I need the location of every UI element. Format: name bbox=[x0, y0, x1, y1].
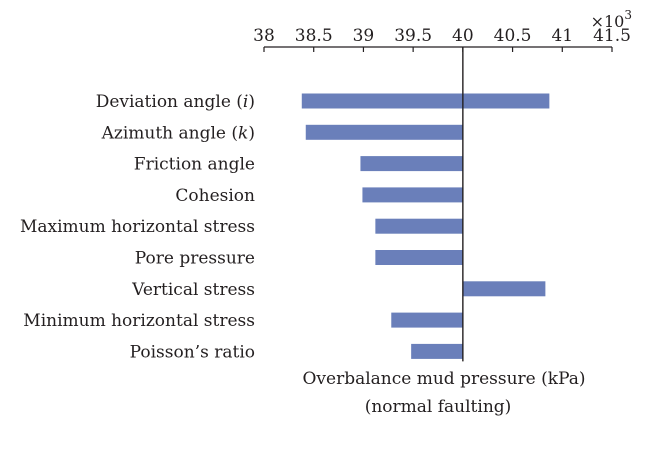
bar bbox=[305, 124, 463, 140]
bar bbox=[391, 312, 463, 328]
category-label: Poisson’s ratio bbox=[130, 342, 255, 362]
bar bbox=[462, 281, 546, 297]
category-label: Deviation angle (i) bbox=[96, 92, 255, 112]
x-tick-label: 41.5 bbox=[593, 26, 631, 46]
bar bbox=[301, 93, 550, 109]
category-label: Cohesion bbox=[175, 186, 255, 206]
x-tick-label: 38.5 bbox=[295, 26, 333, 46]
x-tick-label: 39 bbox=[353, 26, 375, 46]
category-label: Azimuth angle (k) bbox=[101, 123, 255, 143]
category-label: Vertical stress bbox=[131, 280, 255, 300]
x-axis: 38 38.5 39 39.5 40 40.5 41 41.5 bbox=[253, 26, 631, 52]
x-tick-label: 40.5 bbox=[494, 26, 532, 46]
bar bbox=[360, 156, 463, 172]
x-axis-title: Overbalance mud pressure (kPa) bbox=[302, 369, 585, 389]
bars bbox=[301, 93, 550, 359]
axis-multiplier: ×103 bbox=[591, 8, 632, 31]
x-tick-label: 40 bbox=[452, 26, 474, 46]
x-axis-subtitle: (normal faulting) bbox=[365, 397, 512, 417]
bar bbox=[375, 218, 463, 234]
category-labels: Deviation angle (i) Azimuth angle (k) Fric… bbox=[20, 92, 255, 362]
bar bbox=[411, 343, 463, 359]
category-label: Minimum horizontal stress bbox=[23, 311, 255, 331]
category-label: Pore pressure bbox=[135, 249, 255, 269]
category-label: Friction angle bbox=[134, 155, 255, 175]
x-tick-label: 41 bbox=[551, 26, 573, 46]
bar bbox=[375, 250, 463, 265]
x-tick-label: 39.5 bbox=[394, 26, 432, 46]
category-label: Maximum horizontal stress bbox=[20, 217, 255, 237]
bar bbox=[362, 187, 463, 203]
x-tick-label: 38 bbox=[253, 26, 275, 46]
